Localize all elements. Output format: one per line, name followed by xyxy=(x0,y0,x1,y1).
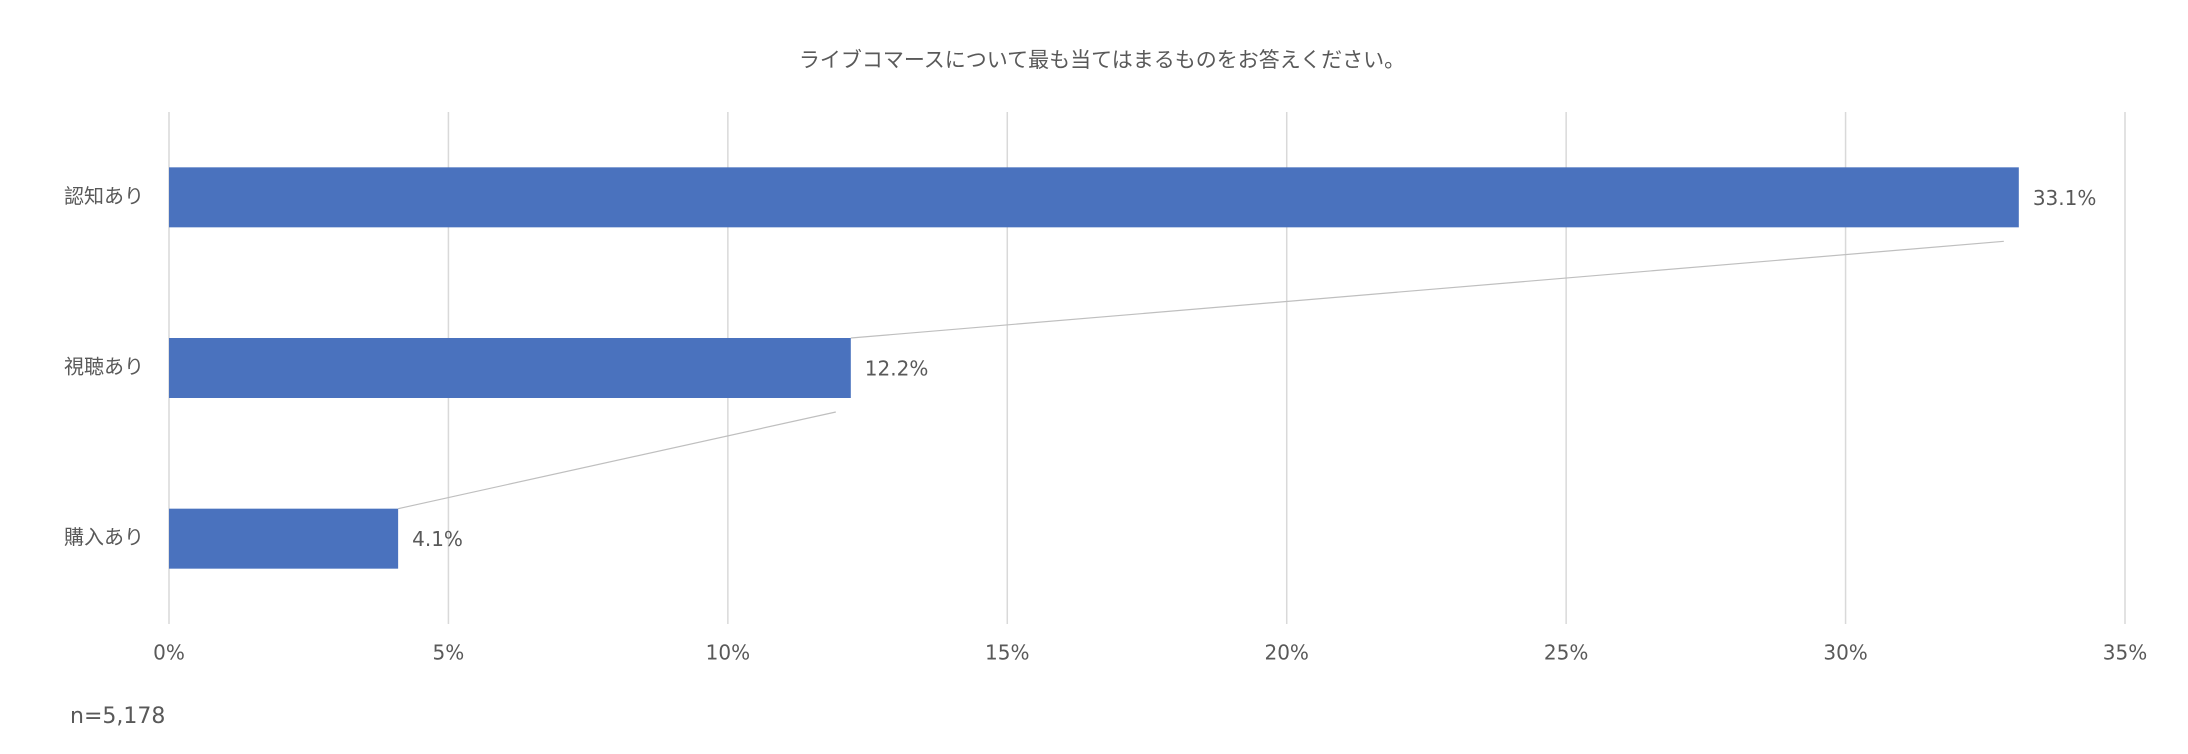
sample-size-note: n=5,178 xyxy=(70,704,165,729)
bar xyxy=(169,338,851,398)
x-tick-label: 15% xyxy=(985,641,1029,665)
x-tick-label: 25% xyxy=(1544,641,1588,665)
bar xyxy=(169,167,2019,228)
data-label: 12.2% xyxy=(865,357,929,381)
x-tick-label: 5% xyxy=(433,641,465,665)
x-tick-label: 0% xyxy=(153,641,185,665)
x-tick-label: 20% xyxy=(1264,641,1308,665)
x-tick-label: 10% xyxy=(706,641,750,665)
y-tick-label: 購入あり xyxy=(64,525,144,549)
bar xyxy=(169,508,399,569)
y-tick-label: 視聴あり xyxy=(64,355,144,379)
chart-title: ライブコマースについて最も当てはまるものをお答えください。 xyxy=(799,48,1405,72)
series-line xyxy=(850,240,2004,339)
x-tick-label: 30% xyxy=(1823,641,1867,665)
data-label: 4.1% xyxy=(412,527,463,551)
data-label: 33.1% xyxy=(2033,186,2097,210)
y-tick-label: 認知あり xyxy=(64,184,144,208)
series-line xyxy=(398,411,836,510)
x-tick-label: 35% xyxy=(2103,641,2147,665)
